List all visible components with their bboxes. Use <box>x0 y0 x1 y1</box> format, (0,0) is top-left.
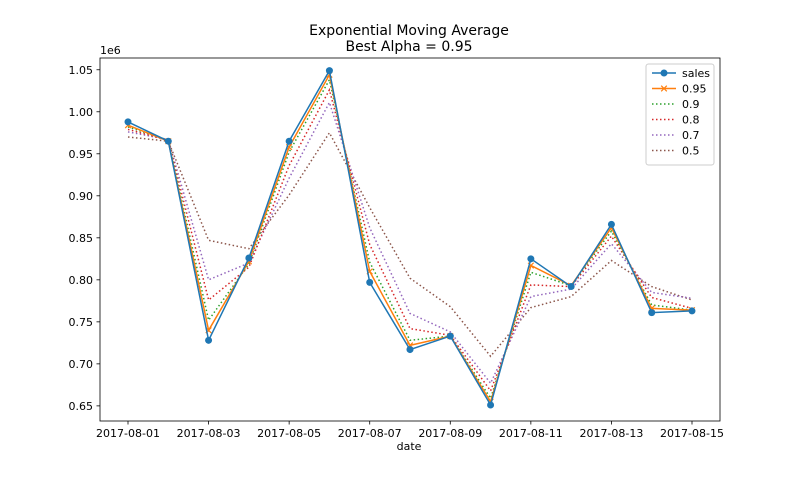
x-tick-label: 2017-08-15 <box>660 427 724 440</box>
y-tick-label: 0.95 <box>69 148 94 161</box>
y-tick-label: 0.75 <box>69 316 94 329</box>
y-tick-label: 1.00 <box>69 106 94 119</box>
series-point-sales <box>285 137 293 145</box>
series-line-0.5 <box>127 131 693 358</box>
series-point-sales <box>325 67 333 75</box>
legend-label-0.8: 0.8 <box>682 114 700 127</box>
series-point-sales <box>607 220 615 228</box>
y-tick-label: 0.70 <box>69 358 94 371</box>
chart-title: Exponential Moving Average <box>309 23 509 39</box>
series-point-sales <box>205 336 213 344</box>
chart-subtitle: Best Alpha = 0.95 <box>345 39 472 55</box>
axes-frame <box>99 57 721 422</box>
x-tick-label: 2017-08-11 <box>499 427 563 440</box>
series-point-sales <box>527 255 535 263</box>
legend-label-0.5: 0.5 <box>682 145 700 158</box>
series-line-0.7 <box>127 100 693 385</box>
legend-label-0.95: 0.95 <box>682 83 707 96</box>
y-offset-label: 1e6 <box>100 44 121 57</box>
series-point-sales <box>164 137 172 145</box>
plot-area: 0.65 0.70 0.75 0.80 0.85 0.90 0.95 1.00 1.05 2017… <box>69 57 724 440</box>
series-line-0.9 <box>127 77 693 401</box>
y-tick-label: 1.05 <box>69 64 94 77</box>
legend: sales 0.95 0.9 0.8 0.7 0.5 <box>645 63 715 166</box>
x-tick-label: 2017-08-09 <box>418 427 482 440</box>
x-axis-label: date <box>397 440 422 453</box>
series-point-sales <box>567 283 575 291</box>
series-point-sales <box>124 118 132 126</box>
x-tick-label: 2017-08-01 <box>96 427 160 440</box>
series-point-sales <box>406 346 414 354</box>
y-tick-label: 0.90 <box>69 190 94 203</box>
series-point-sales <box>245 254 253 262</box>
series-point-sales <box>487 401 495 409</box>
y-tick-label: 0.65 <box>69 400 94 413</box>
legend-marker-0.95 <box>660 85 668 92</box>
legend-label-sales: sales <box>682 67 710 80</box>
series-point-sales <box>366 278 374 286</box>
series-point-sales <box>688 307 696 315</box>
series-line-0.8 <box>127 87 693 393</box>
x-tick-label: 2017-08-07 <box>338 427 402 440</box>
series-point-sales <box>648 309 656 317</box>
x-tick-label: 2017-08-13 <box>579 427 643 440</box>
x-tick-label: 2017-08-05 <box>257 427 321 440</box>
x-tick-label: 2017-08-03 <box>177 427 241 440</box>
series-point-sales <box>446 332 454 340</box>
series-line-sales <box>127 68 693 407</box>
legend-label-0.7: 0.7 <box>682 129 700 142</box>
legend-label-0.9: 0.9 <box>682 98 700 111</box>
legend-marker-sales <box>660 69 668 77</box>
y-tick-label: 0.85 <box>69 232 94 245</box>
y-tick-label: 0.80 <box>69 274 94 287</box>
